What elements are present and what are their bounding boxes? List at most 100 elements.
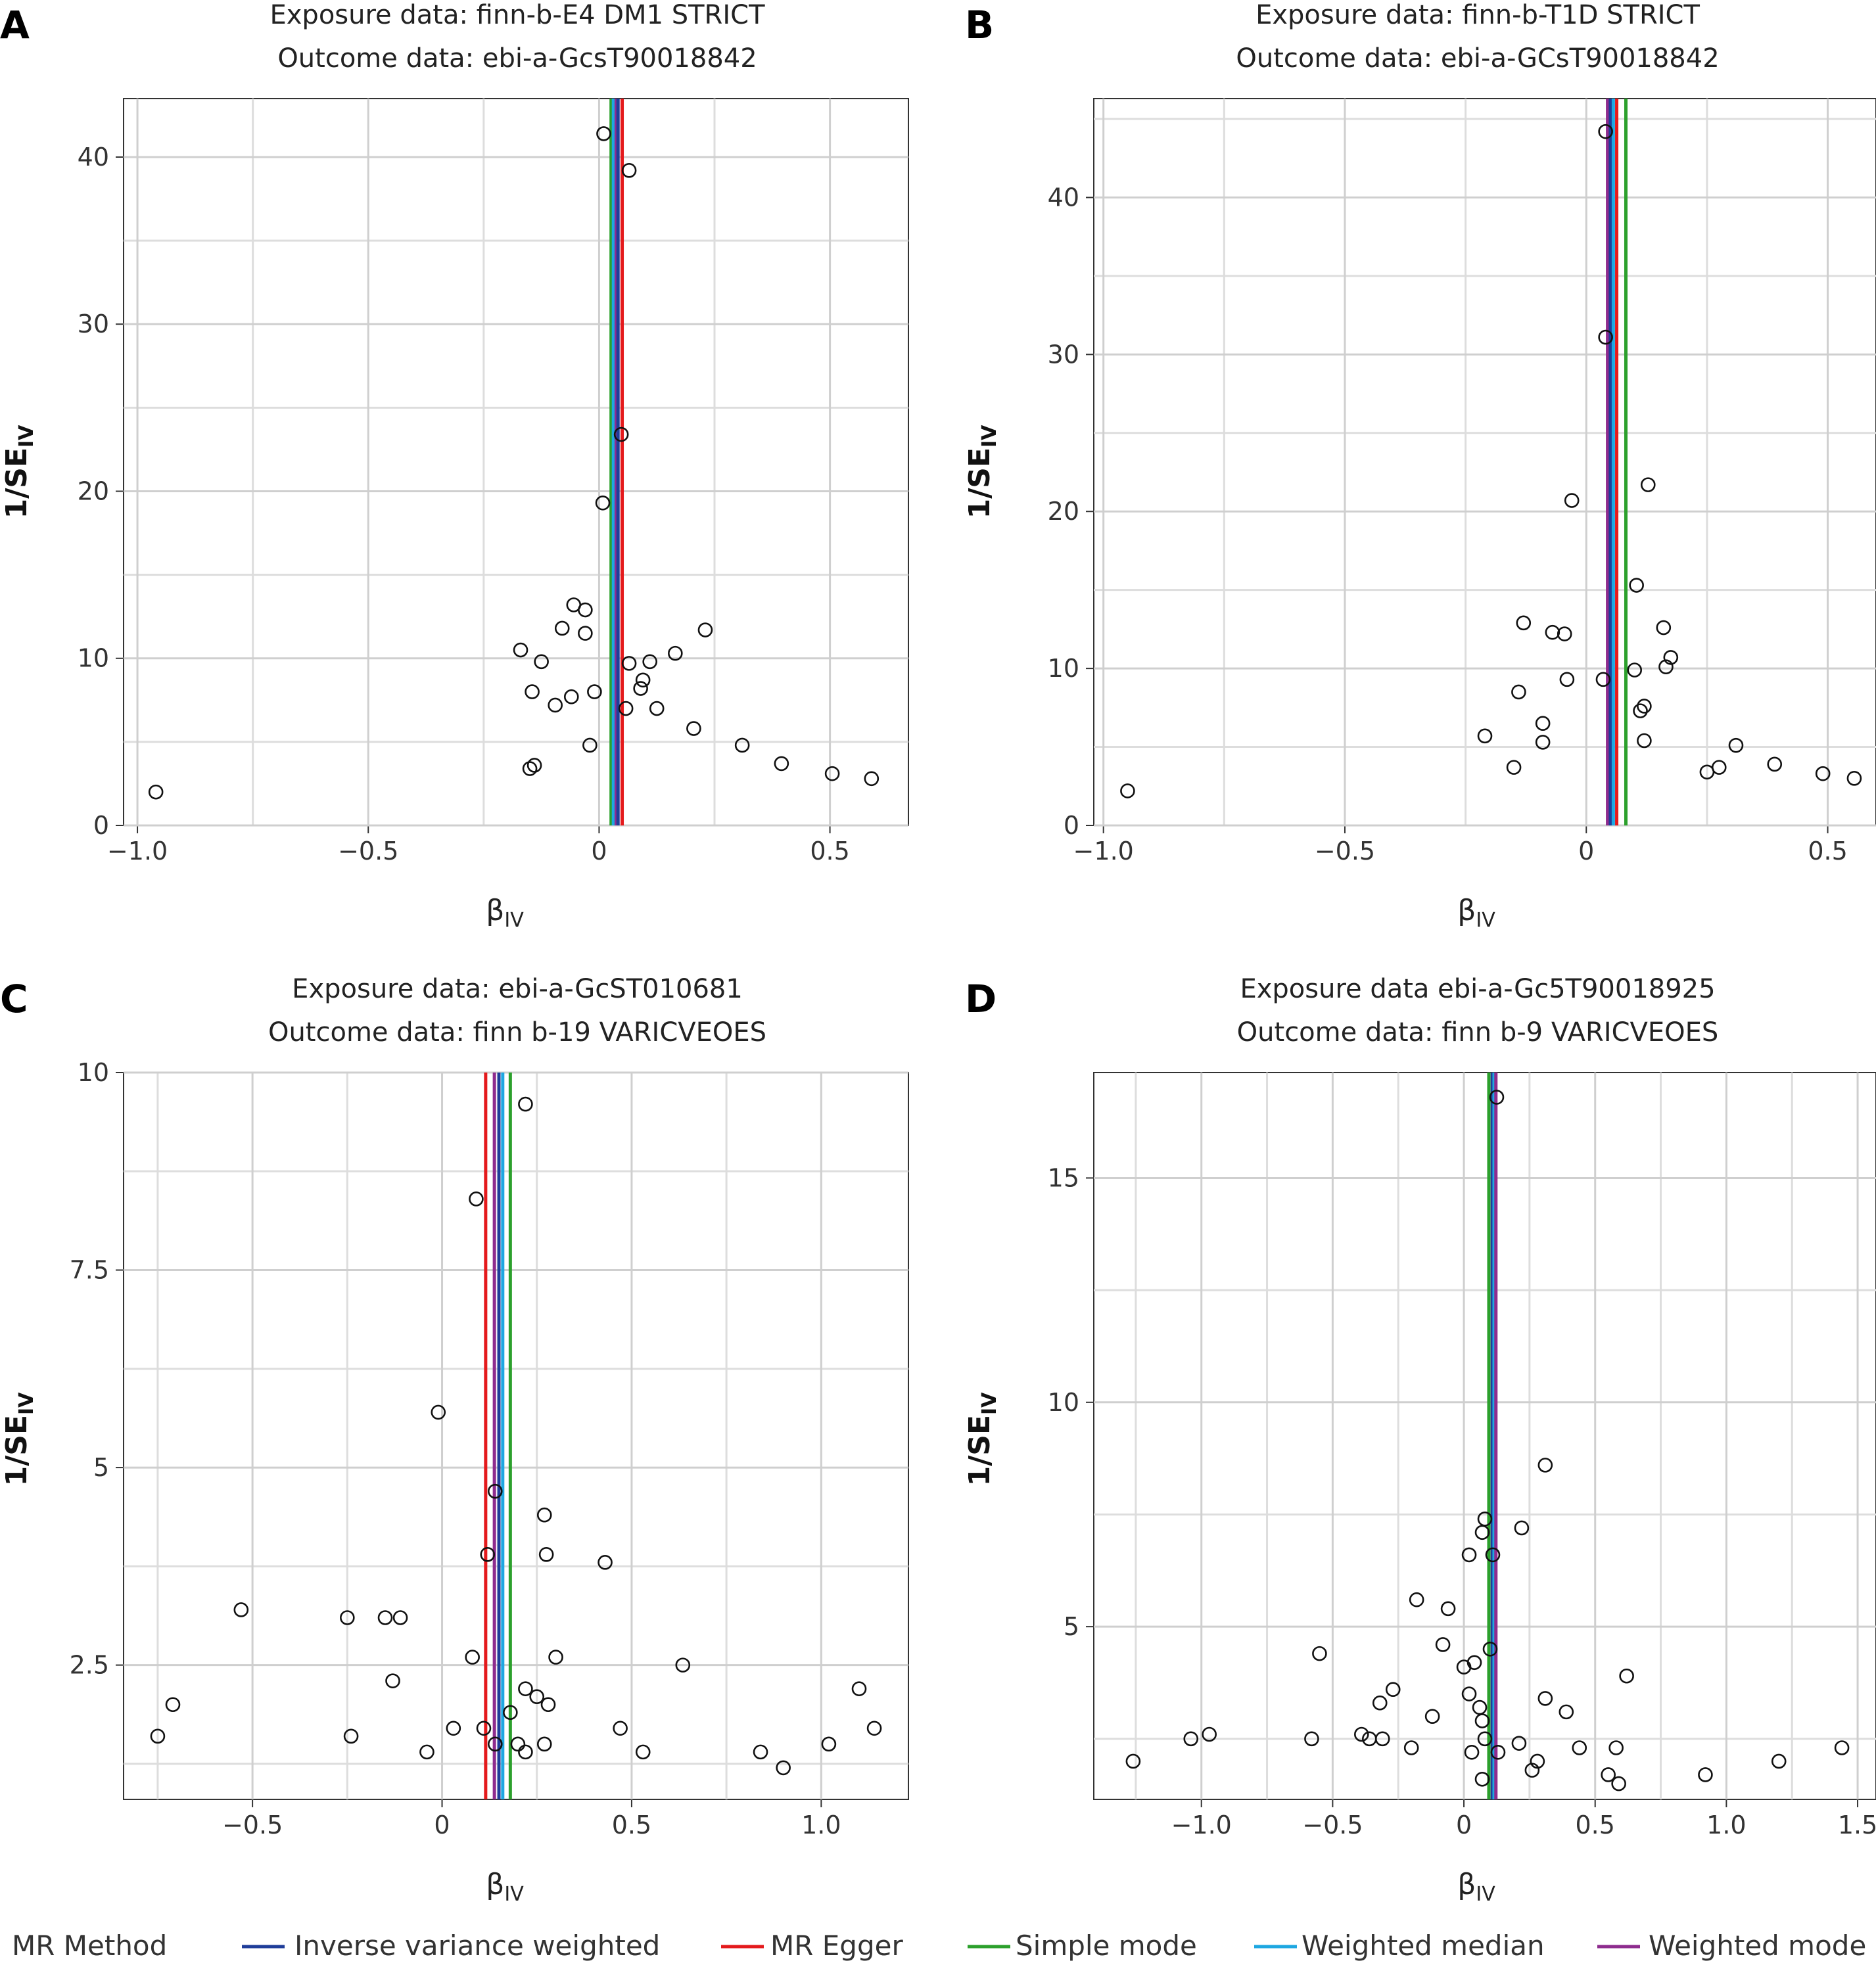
legend-label-weighted-mode: Weighted mode [1649, 1930, 1866, 1962]
panel-d-data-point [1485, 1547, 1501, 1563]
panel-c-tick-label-y: 2.5 [70, 1651, 109, 1680]
panel-c-data-point [851, 1681, 867, 1696]
panel-d-data-point [1482, 1641, 1498, 1657]
panel-d-tick-label-x: 1.0 [1706, 1811, 1746, 1839]
panel-d-xlabel: βIV [1457, 1868, 1495, 1906]
panel-d-data-point [1435, 1637, 1451, 1652]
panel-b-data-point [1728, 737, 1744, 753]
panel-d-data-point [1474, 1713, 1490, 1728]
panel-a-data-point [618, 701, 634, 716]
panel-d-letter: D [965, 977, 997, 1021]
panel-c-data-point [487, 1483, 503, 1499]
panel-a-tick-label-x: −1.0 [107, 837, 168, 866]
panel-c-tick-label-x: −0.5 [222, 1811, 283, 1839]
panel-b-data-point [1663, 650, 1679, 665]
panel-b-data-point [1637, 699, 1652, 714]
panel-b-data-point [1627, 662, 1643, 678]
panel-a-subtitle: Outcome data: ebi-a-GcsT90018842 [277, 43, 757, 74]
panel-d-data-point [1183, 1731, 1199, 1747]
panel-c-data-point [431, 1404, 446, 1420]
panel-c-data-point [476, 1721, 492, 1736]
panel-d-data-point [1372, 1695, 1388, 1711]
panel-b-ylabel: 1/SEIV [963, 425, 1001, 519]
panel-d-data-point [1514, 1520, 1530, 1536]
panel-d-plot-frame [1093, 1072, 1876, 1800]
panel-c-data-point [536, 1507, 552, 1523]
panel-a-data-point [621, 163, 637, 178]
panel-b-data-point [1545, 624, 1560, 640]
panel-a-data-point [613, 427, 629, 442]
panel-d-data-point [1440, 1601, 1456, 1617]
panel-d-data-point [1611, 1776, 1626, 1792]
panel-a-data-point [697, 622, 713, 637]
panel-d-data-point [1572, 1740, 1587, 1755]
panel-c-data-point [675, 1657, 691, 1673]
panel-c-ylabel-sub: IV [15, 1392, 38, 1415]
legend-title: MR Method [12, 1930, 167, 1962]
panel-d-tick-label-x: −1.0 [1171, 1811, 1232, 1839]
panel-c-data-point [510, 1736, 526, 1752]
panel-b-data-point [1658, 659, 1674, 675]
panel-a-data-point [522, 761, 538, 776]
panel-b-tick-label-y: 0 [1064, 811, 1079, 840]
panel-c-data-point [540, 1697, 556, 1713]
panel-b-data-point [1815, 766, 1831, 781]
panel-b-data-point [1506, 760, 1522, 775]
panel-c-data-point [598, 1555, 613, 1570]
panel-b-letter: B [965, 3, 994, 47]
panel-c-data-point [518, 1744, 533, 1760]
panel-c-data-point [529, 1689, 545, 1705]
panel-b-data-point [1511, 684, 1526, 700]
panel-a-plot-frame [123, 98, 909, 826]
panel-a-data-point [774, 756, 789, 772]
panel-b-data-point [1767, 756, 1783, 772]
panel-a-data-point [734, 737, 750, 753]
panel-d-data-point [1524, 1763, 1540, 1778]
panel-a-letter: A [0, 3, 30, 47]
legend-label-mr-egger: MR Egger [770, 1930, 903, 1962]
panel-c-data-point [518, 1096, 533, 1112]
panel-b-data-point [1557, 626, 1572, 641]
panel-d-data-point [1474, 1525, 1490, 1540]
panel-d-title: Exposure data ebi-a-Gc5T90018925 [1240, 974, 1715, 1004]
panel-c-data-point [469, 1191, 484, 1207]
panel-d-tick-label-y: 5 [1064, 1612, 1079, 1641]
panel-d-data-point [1537, 1691, 1553, 1706]
panel-a-data-point [527, 758, 542, 773]
panel-b-data-point [1120, 783, 1135, 798]
panel-a-ylabel: 1/SEIV [0, 425, 38, 519]
panel-b-data-point [1598, 329, 1613, 345]
panel-c-data-point [866, 1721, 882, 1736]
panel-c-tick-label-x: 1.0 [801, 1811, 841, 1839]
panel-c-data-point [776, 1760, 791, 1776]
panel-a-data-point [621, 656, 637, 671]
panel-c: C Exposure data: ebi-a-GcST010681 Outcom… [0, 974, 909, 1906]
panel-c-data-point [536, 1736, 552, 1752]
panel-b-data-point [1640, 477, 1656, 492]
panel-a-tick-label-y: 20 [78, 476, 109, 505]
panel-d-tick-label-y: 10 [1048, 1388, 1079, 1417]
panel-c-data-point [340, 1610, 355, 1625]
panel-a-data-point [554, 620, 570, 636]
panel-a-data-point [668, 645, 683, 661]
panel-d-subtitle: Outcome data: finn b-9 VARICVEOES [1237, 1017, 1719, 1048]
panel-a-data-point [148, 784, 164, 800]
panel-d-data-point [1559, 1704, 1574, 1720]
panel-a-tick-label-y: 0 [93, 811, 109, 840]
legend-label-weighted-median: Weighted median [1301, 1930, 1545, 1962]
panel-c-ylabel: 1/SEIV [0, 1392, 38, 1487]
panel-c-letter: C [0, 977, 28, 1021]
panel-c-data-point [233, 1602, 249, 1617]
panel-c-ylabel-main: 1/SE [0, 1415, 34, 1486]
panel-a-plot-area: −1.0 −0.5 0 0.5 0 10 20 30 40 [78, 98, 909, 866]
panel-a-data-point [513, 642, 528, 658]
panel-b-xlabel: βIV [1457, 894, 1495, 932]
panel-c-tick-label-y: 10 [78, 1058, 109, 1087]
panel-a-data-point [635, 672, 651, 688]
panel-a-data-point [864, 771, 879, 787]
panel-c-plot-frame [123, 1072, 909, 1800]
panel-d-ylabel-main: 1/SE [963, 1415, 997, 1486]
panel-a-ylabel-main: 1/SE [0, 448, 34, 519]
panel-a-data-point [649, 701, 665, 716]
panel-c-data-point [446, 1721, 461, 1736]
